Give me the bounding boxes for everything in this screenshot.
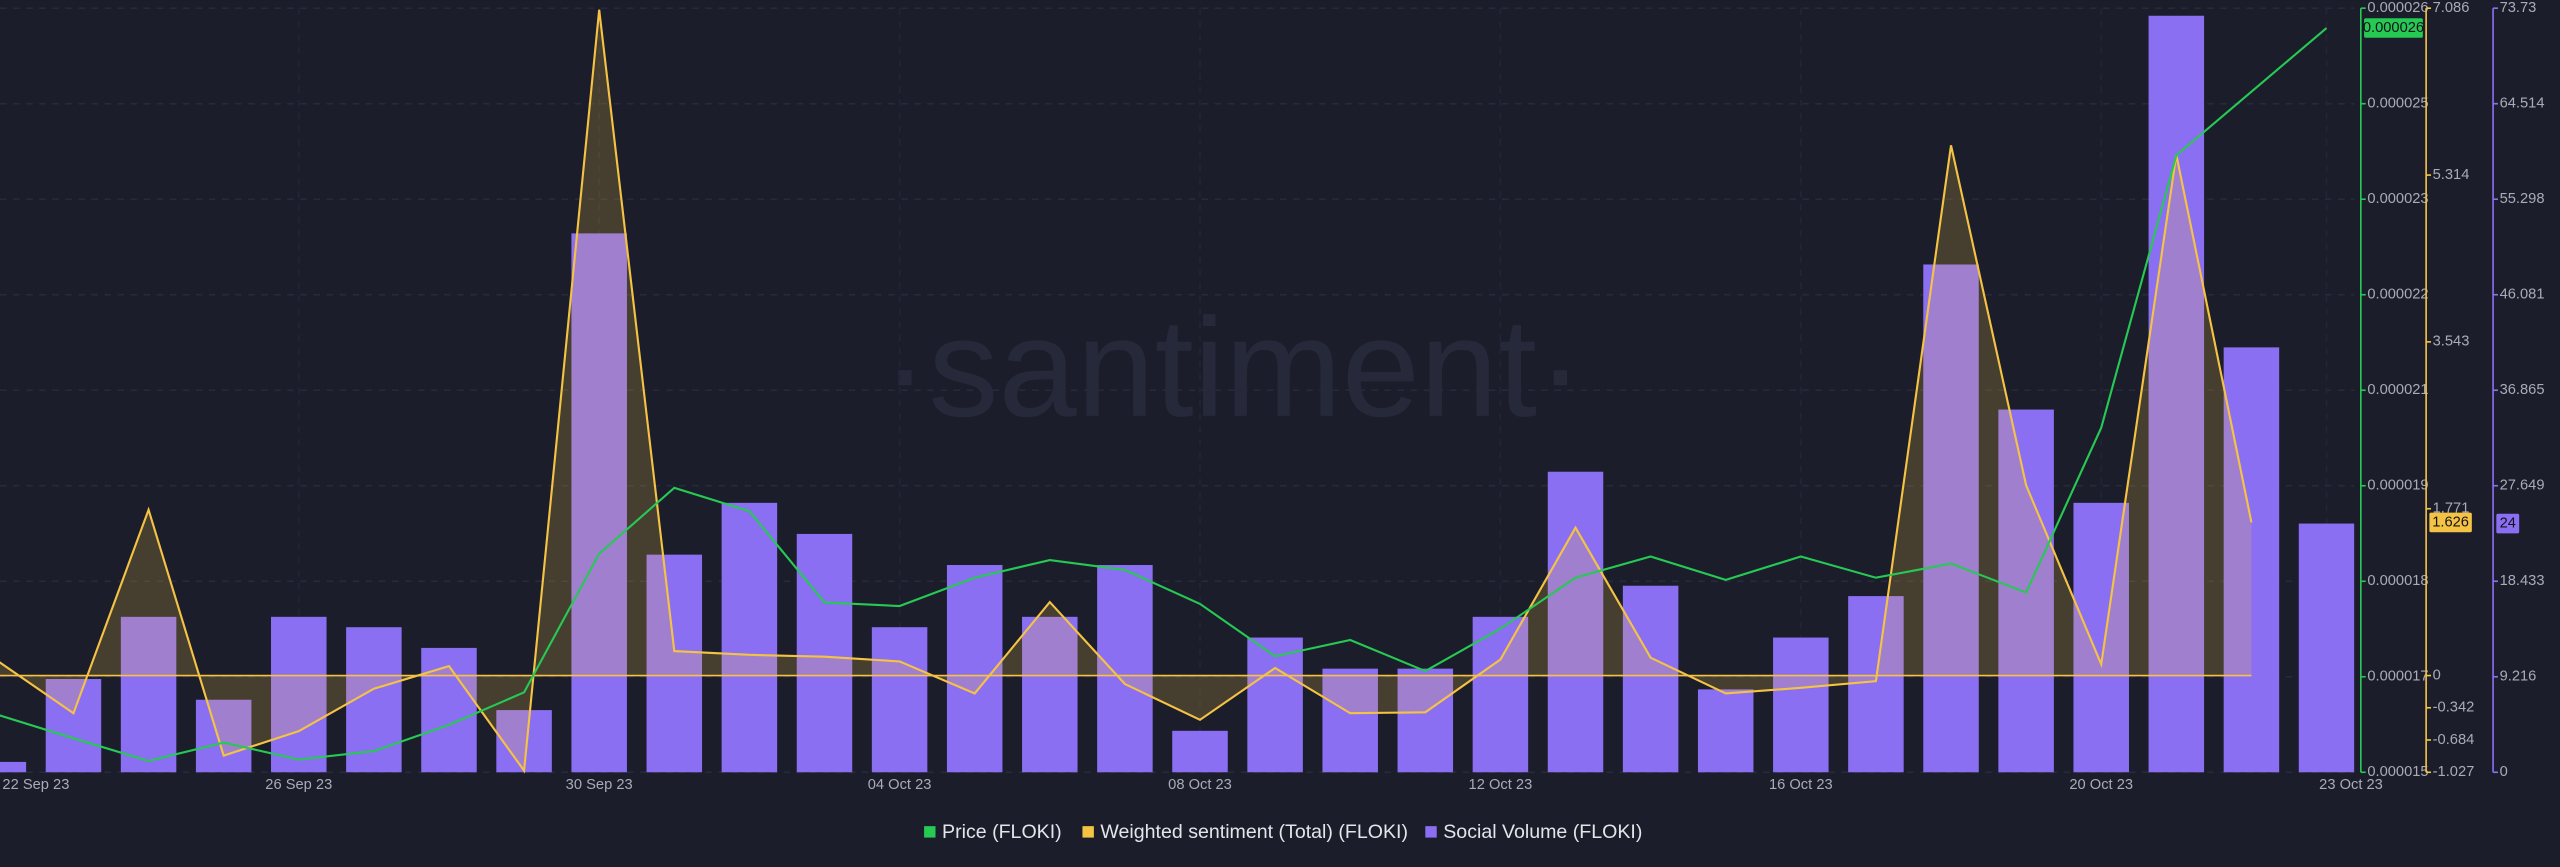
y-tick-label: 0.000019 <box>2367 478 2428 494</box>
plot-area <box>0 9 2355 774</box>
value-label-box <box>2364 18 2423 38</box>
y-tick-label: 9.216 <box>2500 669 2537 685</box>
y-tick-label: 0.000023 <box>2367 191 2428 207</box>
y-tick-label: 0.000017 <box>2367 669 2428 685</box>
y-tick-label: 5.314 <box>2433 167 2470 183</box>
y-tick-label: 27.649 <box>2500 478 2545 494</box>
bar <box>2073 502 2129 773</box>
bar <box>120 616 177 773</box>
bar <box>1622 585 1679 773</box>
value-label: 24 <box>2500 515 2516 531</box>
y-tick-label: 0 <box>2500 764 2508 780</box>
x-tick-label: 04 Oct 23 <box>868 777 932 793</box>
bar <box>195 699 252 773</box>
y-tick-label: -0.342 <box>2433 700 2475 716</box>
y-tick-label: 55.298 <box>2500 191 2545 207</box>
legend-swatch <box>924 826 936 838</box>
bar <box>1848 596 1904 773</box>
value-label-box <box>2429 512 2472 533</box>
bar <box>1697 689 1754 773</box>
y-tick-label: 0.000021 <box>2367 382 2428 398</box>
value-label-box <box>2496 513 2520 534</box>
bar <box>946 565 1003 773</box>
legend-label: Weighted sentiment (Total) (FLOKI) <box>1100 821 1408 843</box>
y-tick-label: 0 <box>2433 667 2441 683</box>
bar <box>2223 347 2280 773</box>
legend: Price (FLOKI) Weighted sentiment (Total) … <box>924 821 1642 843</box>
bar <box>1022 616 1078 773</box>
bar <box>2298 523 2355 773</box>
y-tick-label: 18.433 <box>2500 573 2545 589</box>
bar <box>871 627 928 773</box>
value-label: 1.626 <box>2432 514 2469 530</box>
y-tick-label: 0.000025 <box>2367 96 2428 112</box>
sentiment-area <box>0 9 2252 771</box>
price-line <box>0 27 2328 763</box>
bar <box>271 616 327 773</box>
bar <box>0 761 27 773</box>
y-tick-label: 36.865 <box>2500 382 2545 398</box>
bar <box>1172 730 1228 773</box>
x-tick-label: 08 Oct 23 <box>1168 777 1232 793</box>
axes: 0.000015 0.000017 0.000018 0.000019 0.000021… <box>2 0 2544 793</box>
y-tick-label: 73.73 <box>2500 0 2537 16</box>
bar <box>1547 471 1604 773</box>
bar <box>1923 264 1979 773</box>
x-tick-label: 12 Oct 23 <box>1469 777 1533 793</box>
watermark: ·santiment· <box>882 289 1584 446</box>
x-tick-label: 23 Oct 23 <box>2319 777 2383 793</box>
sentiment-line <box>0 9 2253 774</box>
bar <box>1247 637 1303 773</box>
bar <box>646 554 703 773</box>
bar <box>421 647 477 773</box>
y-tick-label: 0.000022 <box>2367 287 2428 303</box>
x-tick-label: 22 Sep 23 <box>2 777 69 793</box>
y-tick-label: 64.514 <box>2500 96 2545 112</box>
y-tick-label: 46.081 <box>2500 287 2545 303</box>
bar <box>45 679 102 773</box>
x-tick-label: 30 Sep 23 <box>566 777 633 793</box>
bar <box>1472 616 1529 773</box>
bar <box>2148 15 2205 773</box>
y-tick-label: -0.684 <box>2433 732 2475 748</box>
bar <box>721 502 778 773</box>
legend-swatch <box>1425 826 1437 838</box>
x-tick-label: 26 Sep 23 <box>265 777 332 793</box>
bar <box>1322 668 1378 773</box>
y-tick-label: 0.000018 <box>2367 573 2428 589</box>
x-tick-label: 16 Oct 23 <box>1769 777 1833 793</box>
legend-label: Social Volume (FLOKI) <box>1443 821 1642 843</box>
legend-label: Price (FLOKI) <box>942 821 1062 843</box>
y-tick-label: -1.027 <box>2433 764 2475 780</box>
y-tick-label: 0.000026 <box>2367 0 2428 16</box>
value-label: 0.000026 <box>2363 20 2424 36</box>
bar <box>1397 668 1454 773</box>
bar <box>1097 565 1153 773</box>
bar <box>796 533 853 773</box>
y-tick-label: 3.543 <box>2433 334 2470 350</box>
x-tick-label: 20 Oct 23 <box>2069 777 2133 793</box>
bar <box>1773 637 1829 773</box>
legend-swatch <box>1082 826 1094 838</box>
bar <box>571 233 627 773</box>
y-tick-label: 0.000015 <box>2367 764 2428 780</box>
y-tick-label: 7.086 <box>2433 0 2470 16</box>
